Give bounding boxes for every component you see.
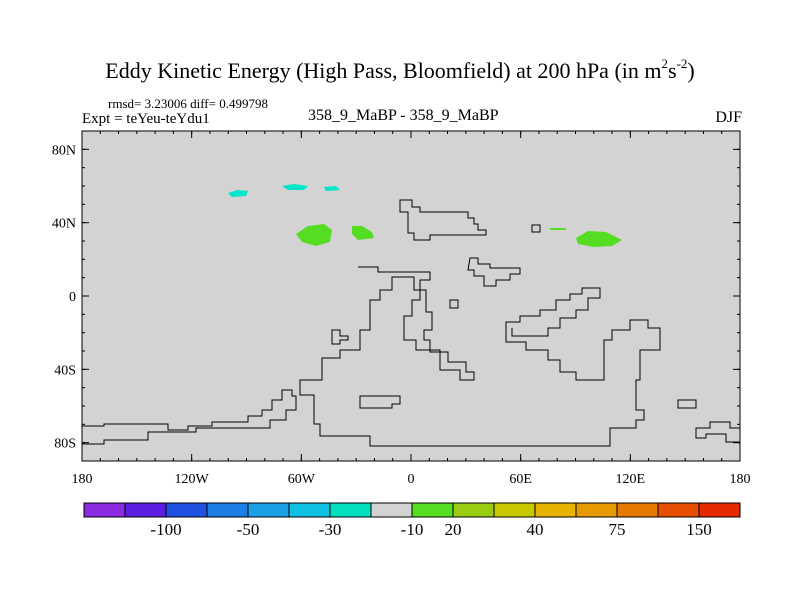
colorbar-label: -10 (401, 520, 424, 539)
colorbar-label: -100 (150, 520, 181, 539)
colorbar-swatch (370, 502, 413, 518)
lon-label: 60W (288, 472, 316, 487)
colorbar-swatch (411, 502, 454, 518)
lon-label: 60E (509, 472, 532, 487)
season-label: DJF (715, 109, 742, 126)
map-background (81, 130, 741, 462)
island-5 (359, 395, 401, 409)
lon-label: 120W (175, 472, 210, 487)
lon-label: 120E (616, 472, 646, 487)
colorbar-label: 75 (609, 520, 626, 539)
colorbar-swatch (247, 502, 290, 518)
island-1 (449, 299, 459, 309)
figure-title: Eddy Kinetic Energy (High Pass, Bloomfie… (105, 56, 695, 83)
lat-label: 40S (54, 363, 76, 378)
colorbar-swatch (165, 502, 208, 518)
island-3 (677, 399, 697, 409)
colorbar-swatch (452, 502, 495, 518)
colorbar-swatch (616, 502, 659, 518)
cyan-patch-1 (228, 190, 248, 197)
colorbar-swatch (83, 502, 126, 518)
colorbar-labels: -100 -50 -30 -10 20 40 75 150 (150, 520, 711, 539)
island-4 (331, 329, 349, 345)
green-patch-4 (550, 228, 566, 230)
lat-label: 0 (69, 290, 76, 305)
colorbar-swatch (575, 502, 618, 518)
lon-label: 0 (408, 472, 415, 487)
colorbar-swatch (124, 502, 167, 518)
colorbar-label: -50 (237, 520, 260, 539)
cyan-patch-2 (282, 184, 308, 190)
experiment-label: 358_9_MaBP - 358_9_MaBP (308, 107, 499, 124)
lat-label: 40N (52, 217, 76, 232)
colorbar-swatch (206, 502, 249, 518)
expt-label: Expt = teYeu-teYdu1 (82, 111, 210, 127)
colorbar-swatch (493, 502, 536, 518)
cyan-patch-3 (324, 186, 340, 191)
colorbar-swatch (288, 502, 331, 518)
colorbar-label: -30 (319, 520, 342, 539)
coastline-outlines (82, 199, 741, 447)
longitude-labels: 180 120W 60W 0 60E 120E 180 (72, 472, 751, 487)
latitude-labels: 80N 40N 0 40S 80S (52, 143, 76, 451)
stats-text: rmsd= 3.23006 diff= 0.499798 (108, 96, 268, 111)
anomaly-patches (228, 184, 622, 247)
green-patch-3 (576, 231, 622, 247)
south-america-outline (299, 266, 661, 447)
colorbar-swatch (329, 502, 372, 518)
colorbar-label: 20 (445, 520, 462, 539)
central-outline (467, 257, 521, 287)
colorbar-swatch (534, 502, 577, 518)
green-patch-1 (296, 224, 332, 246)
island-2 (531, 224, 541, 233)
colorbar (83, 502, 741, 518)
lat-label: 80N (52, 143, 76, 158)
axis-ticks (81, 130, 741, 462)
lon-label: 180 (72, 472, 93, 487)
colorbar-swatch (698, 502, 741, 518)
colorbar-label: 150 (686, 520, 712, 539)
southern-outline (82, 389, 297, 445)
north-america-africa-outline (399, 199, 487, 241)
colorbar-label: 40 (527, 520, 544, 539)
lon-label: 180 (730, 472, 751, 487)
colorbar-swatch (657, 502, 700, 518)
green-patch-2 (352, 226, 374, 240)
lat-label: 80S (54, 437, 76, 452)
east-outline (695, 421, 741, 443)
